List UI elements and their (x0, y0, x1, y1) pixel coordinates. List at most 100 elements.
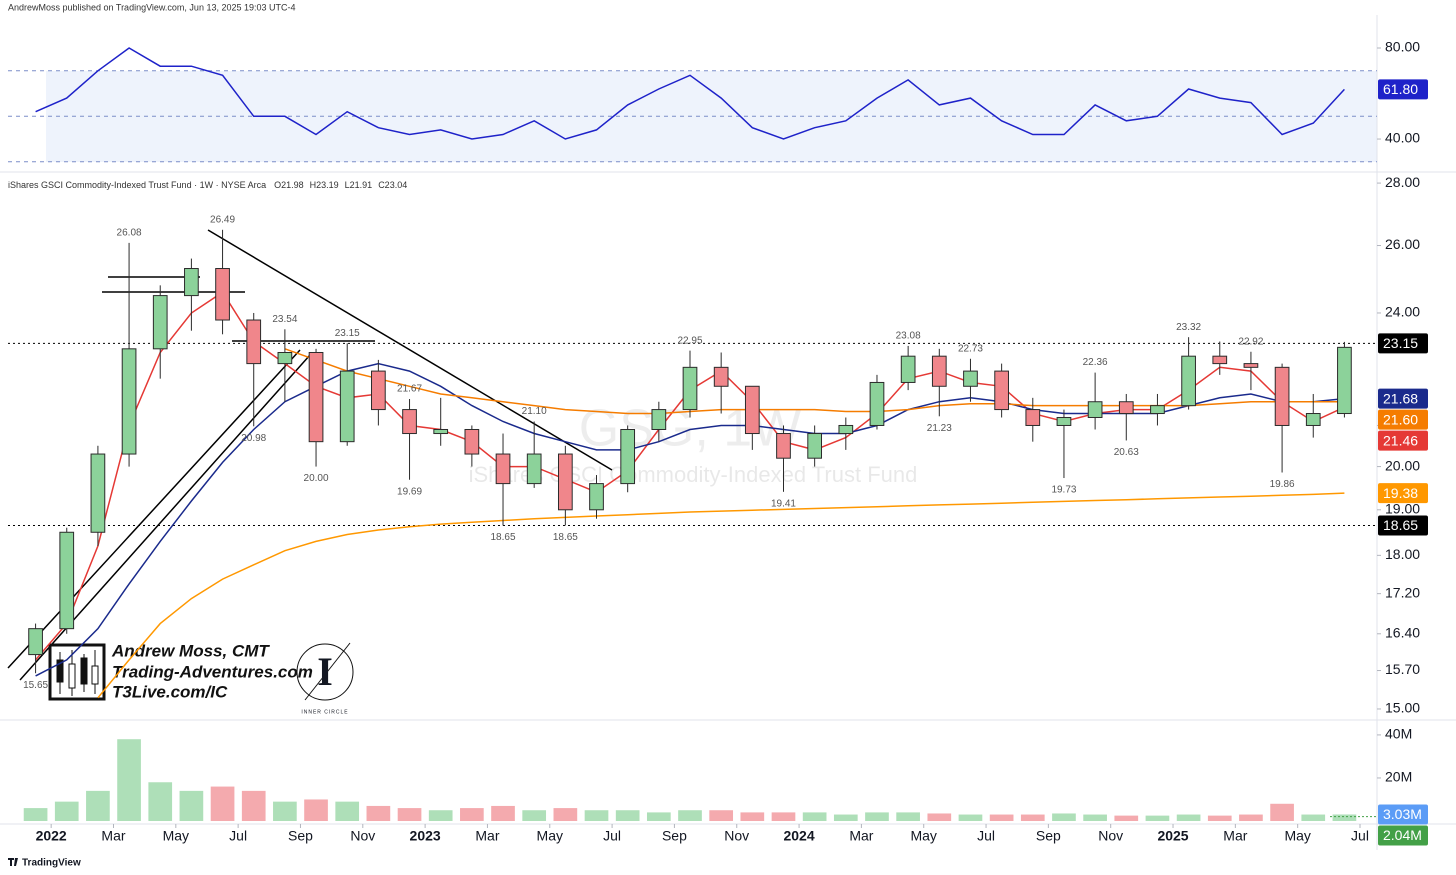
level-tag-bg (1378, 333, 1428, 354)
low-label: 19.86 (1270, 479, 1295, 490)
level-tag-bg (1378, 515, 1428, 536)
volume-bar (1052, 813, 1076, 821)
x-tick-label: May (163, 828, 189, 844)
x-tick-label: Jul (977, 828, 995, 844)
y-tick-label: 17.20 (1385, 584, 1420, 600)
candle-body (776, 433, 791, 459)
badge-ring (296, 643, 354, 701)
logo: Andrew Moss, CMT Trading-Adventures.com … (48, 641, 354, 715)
volume-bar (210, 786, 235, 821)
candle-body (900, 355, 916, 383)
volume-bar (615, 810, 640, 821)
low-label: 20.00 (304, 473, 329, 484)
ma-tag-bg (1378, 430, 1428, 451)
x-tick-label: Mar (849, 828, 873, 844)
x-tick-label: Sep (1036, 828, 1061, 844)
badge-slash (304, 642, 351, 701)
candle-body (339, 370, 355, 443)
volume-bar (335, 801, 360, 821)
symbol-name: iShares GSCI Commodity-Indexed Trust Fun… (8, 180, 266, 190)
x-tick-label: Sep (288, 828, 313, 844)
ma-tag: 21.46 (1383, 432, 1418, 448)
candle-body (215, 268, 230, 321)
candle-body (1274, 366, 1290, 426)
candle-body (931, 355, 947, 387)
volume-bar (896, 812, 920, 821)
volume-bar (1239, 814, 1263, 821)
level-tag: 18.65 (1383, 517, 1418, 533)
candle-body (371, 370, 386, 411)
x-tick-label: 2023 (410, 828, 441, 844)
y-tick-label: 16.40 (1385, 624, 1420, 640)
ma-tag-bg (1378, 483, 1428, 504)
candle-body (1305, 413, 1321, 426)
x-tick-label: Sep (662, 828, 687, 844)
x-tick-label: Jul (603, 828, 621, 844)
y-tick-label: 80.00 (1385, 39, 1420, 55)
volume-bar (241, 790, 266, 821)
candle-body (1056, 416, 1072, 426)
volume-bar (740, 812, 765, 821)
volume-bar (1301, 814, 1326, 821)
candle-body (1212, 355, 1228, 365)
high-label: 22.95 (677, 335, 702, 346)
volume-bar (54, 801, 79, 821)
y-tick-label: 28.00 (1385, 174, 1420, 190)
candle-body (495, 453, 511, 485)
x-tick-label: 2025 (1157, 828, 1188, 844)
x-tick-label: Nov (350, 828, 375, 844)
candle-body (713, 366, 729, 387)
candle-body (963, 370, 978, 387)
y-tick-label: 20M (1385, 769, 1412, 785)
y-tick-label: 20.00 (1385, 457, 1420, 473)
low-label: 15.65 (23, 680, 48, 691)
y-tick-label: 40.00 (1385, 130, 1420, 146)
brand-site: Trading-Adventures.com (112, 662, 313, 681)
volume-bar (927, 813, 952, 821)
rsi-tag-bg (1378, 79, 1428, 100)
logo-candles (56, 650, 99, 696)
candle-body (838, 424, 854, 435)
high-label: 22.92 (1238, 336, 1263, 347)
candle-body (308, 351, 324, 443)
volume-bar (148, 782, 173, 821)
high-label: 26.08 (117, 228, 142, 239)
volume-bar (553, 808, 578, 821)
candle-body (28, 628, 43, 656)
ma-tag: 21.68 (1383, 390, 1418, 406)
x-tick-label: Mar (475, 828, 499, 844)
volume-tag: 3.03M (1383, 806, 1422, 822)
candle-body (651, 409, 667, 430)
rsi-tag: 61.80 (1383, 81, 1418, 97)
candle-body (526, 453, 542, 485)
candle-body (1150, 405, 1165, 415)
candle-body (1025, 409, 1041, 426)
level-tag: 23.15 (1383, 335, 1418, 351)
high-label: 23.15 (335, 328, 360, 339)
candle-body (869, 381, 885, 426)
high-label: 22.36 (1083, 357, 1108, 368)
volume-bar (989, 814, 1014, 821)
x-tick-label: Nov (1098, 828, 1123, 844)
x-tick-label: 2024 (783, 828, 814, 844)
high-label: 21.10 (522, 406, 547, 417)
x-tick-label: Mar (1223, 828, 1247, 844)
volume-bar (1270, 803, 1294, 821)
y-tick-label: 26.00 (1385, 236, 1420, 252)
volume-bar (1332, 814, 1357, 821)
ohlc-low: L21.91 (345, 180, 373, 190)
volume-bar (1207, 815, 1232, 821)
volume-bar (1020, 814, 1045, 821)
low-label: 18.65 (491, 532, 516, 543)
footer (0, 850, 1456, 875)
x-tick-label: May (910, 828, 936, 844)
ohlc-close: C23.04 (378, 180, 407, 190)
low-label: 20.63 (1114, 447, 1139, 458)
x-tick-label: Jul (229, 828, 247, 844)
volume-bar (1176, 814, 1201, 821)
x-tick-label: May (537, 828, 563, 844)
candle-body (1181, 355, 1196, 407)
rsi-line (35, 47, 1345, 140)
ma-tag-bg (1378, 409, 1428, 430)
volume-average-tag-bg (1378, 825, 1428, 846)
